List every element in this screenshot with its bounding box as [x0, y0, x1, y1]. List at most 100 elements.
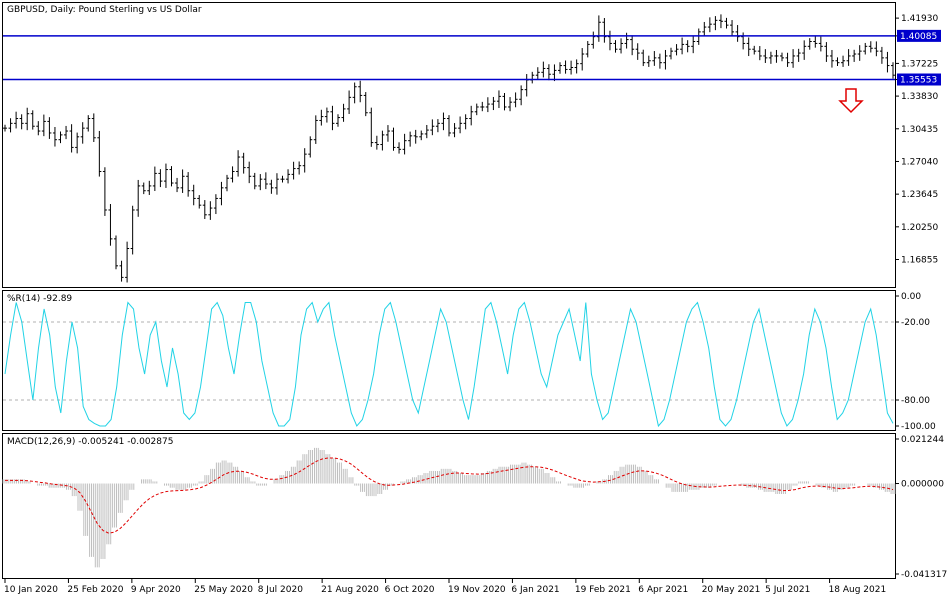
- candle: [402, 133, 407, 155]
- candle: [213, 194, 218, 215]
- candle: [385, 125, 390, 142]
- candle: [191, 184, 196, 206]
- candle: [829, 49, 834, 68]
- candle: [374, 135, 379, 150]
- price-tick-label: 1.20250: [901, 223, 938, 233]
- wr-levels: [3, 321, 895, 401]
- candle: [857, 45, 862, 61]
- candle: [369, 107, 374, 147]
- candle: [868, 41, 873, 53]
- candle: [330, 105, 335, 131]
- candle: [341, 103, 346, 122]
- wr-title: %R(14) -92.89: [7, 294, 72, 304]
- candle: [3, 124, 7, 132]
- candle: [469, 105, 474, 126]
- candle: [718, 14, 723, 29]
- candle: [274, 173, 279, 195]
- candle: [563, 60, 568, 74]
- candle: [180, 169, 185, 193]
- date-tick-label: 25 Feb 2020: [67, 585, 123, 595]
- candle: [114, 235, 118, 270]
- price-tick-label: 1.27040: [901, 157, 938, 167]
- macd-tick-label: 0.000000: [901, 480, 944, 490]
- candle: [297, 161, 302, 175]
- candle: [186, 172, 191, 197]
- candle: [58, 131, 63, 144]
- candle: [846, 49, 851, 66]
- candle: [286, 169, 291, 184]
- date-tick-label: 10 Jan 2020: [4, 585, 58, 595]
- price-panel-frame: [2, 2, 896, 288]
- candle: [408, 131, 413, 147]
- candle: [535, 67, 540, 80]
- candle: [824, 42, 829, 62]
- candle: [646, 55, 651, 67]
- candle: [630, 35, 635, 56]
- candle: [757, 46, 762, 61]
- candle: [685, 40, 690, 53]
- candle: [874, 41, 879, 57]
- candle: [308, 136, 313, 158]
- candle: [524, 74, 529, 97]
- date-tick-label: 20 May 2021: [702, 585, 761, 595]
- date-tick-label: 6 Apr 2021: [638, 585, 688, 595]
- wr-line: [4, 301, 894, 428]
- candle: [496, 90, 501, 109]
- candle: [724, 17, 729, 29]
- price-tick-label: 1.16855: [901, 256, 938, 266]
- candle: [447, 115, 451, 137]
- price-candles: [3, 14, 895, 283]
- date-tick-label: 9 Apr 2020: [131, 585, 181, 595]
- candle: [435, 119, 440, 133]
- price-tick-label: 1.37225: [901, 59, 938, 69]
- candle: [152, 166, 157, 192]
- candle: [730, 20, 735, 37]
- candle: [336, 114, 340, 127]
- candle: [247, 161, 252, 184]
- candle: [19, 114, 24, 130]
- wr-tick-label: 0.00: [901, 292, 921, 302]
- candle: [657, 53, 662, 69]
- candle: [25, 107, 30, 131]
- candle: [36, 121, 41, 136]
- candle: [208, 201, 213, 220]
- candle: [47, 117, 52, 139]
- candle: [502, 93, 507, 111]
- date-tick-label: 18 Aug 2021: [829, 585, 887, 595]
- candle: [652, 51, 657, 66]
- candle: [8, 118, 13, 133]
- candle: [641, 49, 646, 67]
- candle: [452, 123, 457, 138]
- candle: [30, 110, 35, 130]
- candle: [485, 97, 490, 113]
- candle: [363, 92, 368, 117]
- wr-tick-label: -80.00: [901, 396, 930, 406]
- macd-histogram: [2, 447, 896, 568]
- candle: [219, 181, 224, 206]
- candle: [519, 85, 524, 106]
- candle: [125, 241, 130, 283]
- candle: [530, 71, 535, 84]
- candle: [202, 200, 207, 220]
- candle: [108, 204, 113, 246]
- candle: [147, 180, 152, 195]
- candle: [663, 49, 668, 70]
- candle: [491, 96, 496, 111]
- candle: [835, 57, 840, 67]
- date-tick-label: 19 Feb 2021: [575, 585, 631, 595]
- candle: [258, 174, 263, 191]
- price-tick-label: 1.23645: [901, 190, 938, 200]
- candle: [691, 35, 696, 54]
- candle: [702, 21, 707, 37]
- candle: [14, 111, 19, 129]
- candle: [813, 36, 818, 48]
- candle: [574, 59, 579, 74]
- candle: [64, 125, 69, 140]
- candle: [541, 61, 546, 78]
- candle: [269, 179, 274, 194]
- candle: [252, 172, 257, 190]
- candle: [796, 48, 801, 62]
- candle: [225, 174, 229, 192]
- candle: [397, 142, 402, 154]
- candle: [780, 52, 784, 62]
